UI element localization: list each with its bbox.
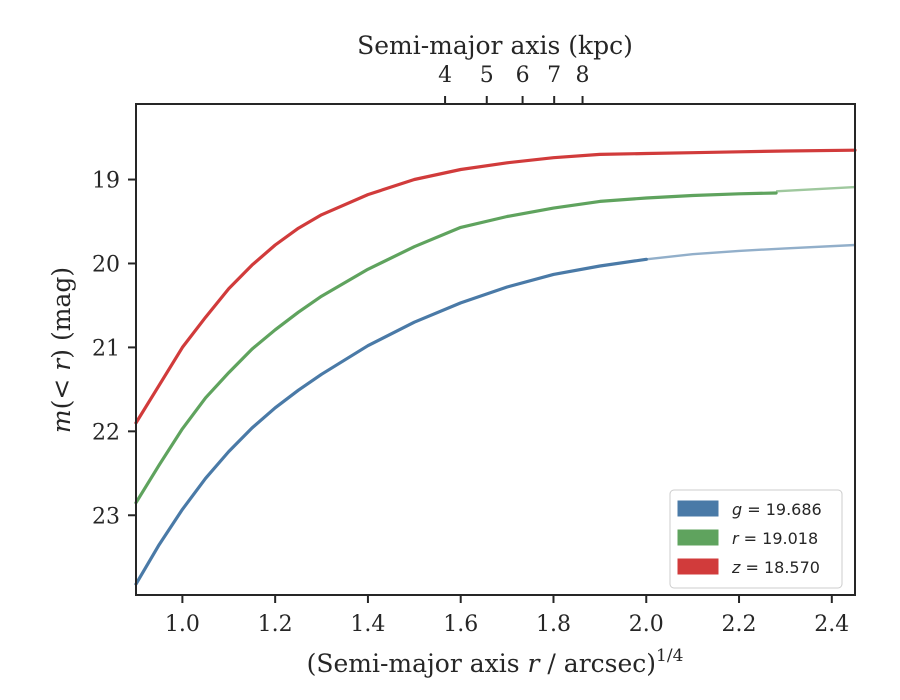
top-x-tick-label: 8 [576, 63, 590, 88]
x-tick-label: 2.0 [629, 612, 664, 637]
x-tick-label: 1.6 [443, 612, 478, 637]
legend-swatch-r [677, 529, 719, 546]
plot-frame [135, 103, 856, 596]
x-tick-label: 2.2 [722, 612, 757, 637]
y-tick-label: 20 [92, 252, 120, 277]
legend-label-g: g = 19.686 [732, 500, 822, 519]
series-line-z [134, 148, 857, 425]
y-tick-label: 22 [92, 420, 120, 445]
x-tick-label: 1.8 [536, 612, 571, 637]
series-line-g [134, 257, 648, 586]
y-axis: 19 20 21 22 23 [92, 169, 136, 529]
legend-label-r: r = 19.018 [732, 529, 818, 548]
top-x-tick-label: 4 [438, 63, 452, 88]
legend-label-z: z = 18.570 [731, 558, 820, 577]
x-tick-label: 2.4 [814, 612, 849, 637]
x-tick-label: 1.0 [165, 612, 200, 637]
top-x-tick-label: 7 [547, 63, 561, 88]
series-line-r [134, 191, 778, 505]
series-layer [134, 148, 857, 586]
legend: g = 19.686 r = 19.018 z = 18.570 [669, 489, 843, 589]
legend-swatch-g [677, 500, 719, 517]
series-extrapolation-g [646, 243, 856, 261]
top-x-tick-label: 5 [480, 63, 494, 88]
x-tick-label: 1.2 [258, 612, 293, 637]
x-axis-title: (Semi-major axis r / arcsec)1/4 [307, 646, 684, 678]
series-extrapolation-r [776, 185, 856, 193]
top-x-tick-label: 6 [516, 63, 530, 88]
top-x-axis-title: Semi-major axis (kpc) [357, 31, 633, 60]
bottom-x-axis: 1.0 1.2 1.4 1.6 1.8 2.0 2.2 2.4 [165, 595, 849, 637]
y-tick-label: 21 [92, 336, 120, 361]
x-tick-label: 1.4 [350, 612, 385, 637]
y-tick-label: 23 [92, 504, 120, 529]
legend-items: g = 19.686 r = 19.018 z = 18.570 [677, 500, 822, 577]
y-tick-label: 19 [92, 169, 120, 194]
legend-swatch-z [677, 558, 719, 575]
y-axis-title: m(< r) (mag) [47, 267, 76, 433]
